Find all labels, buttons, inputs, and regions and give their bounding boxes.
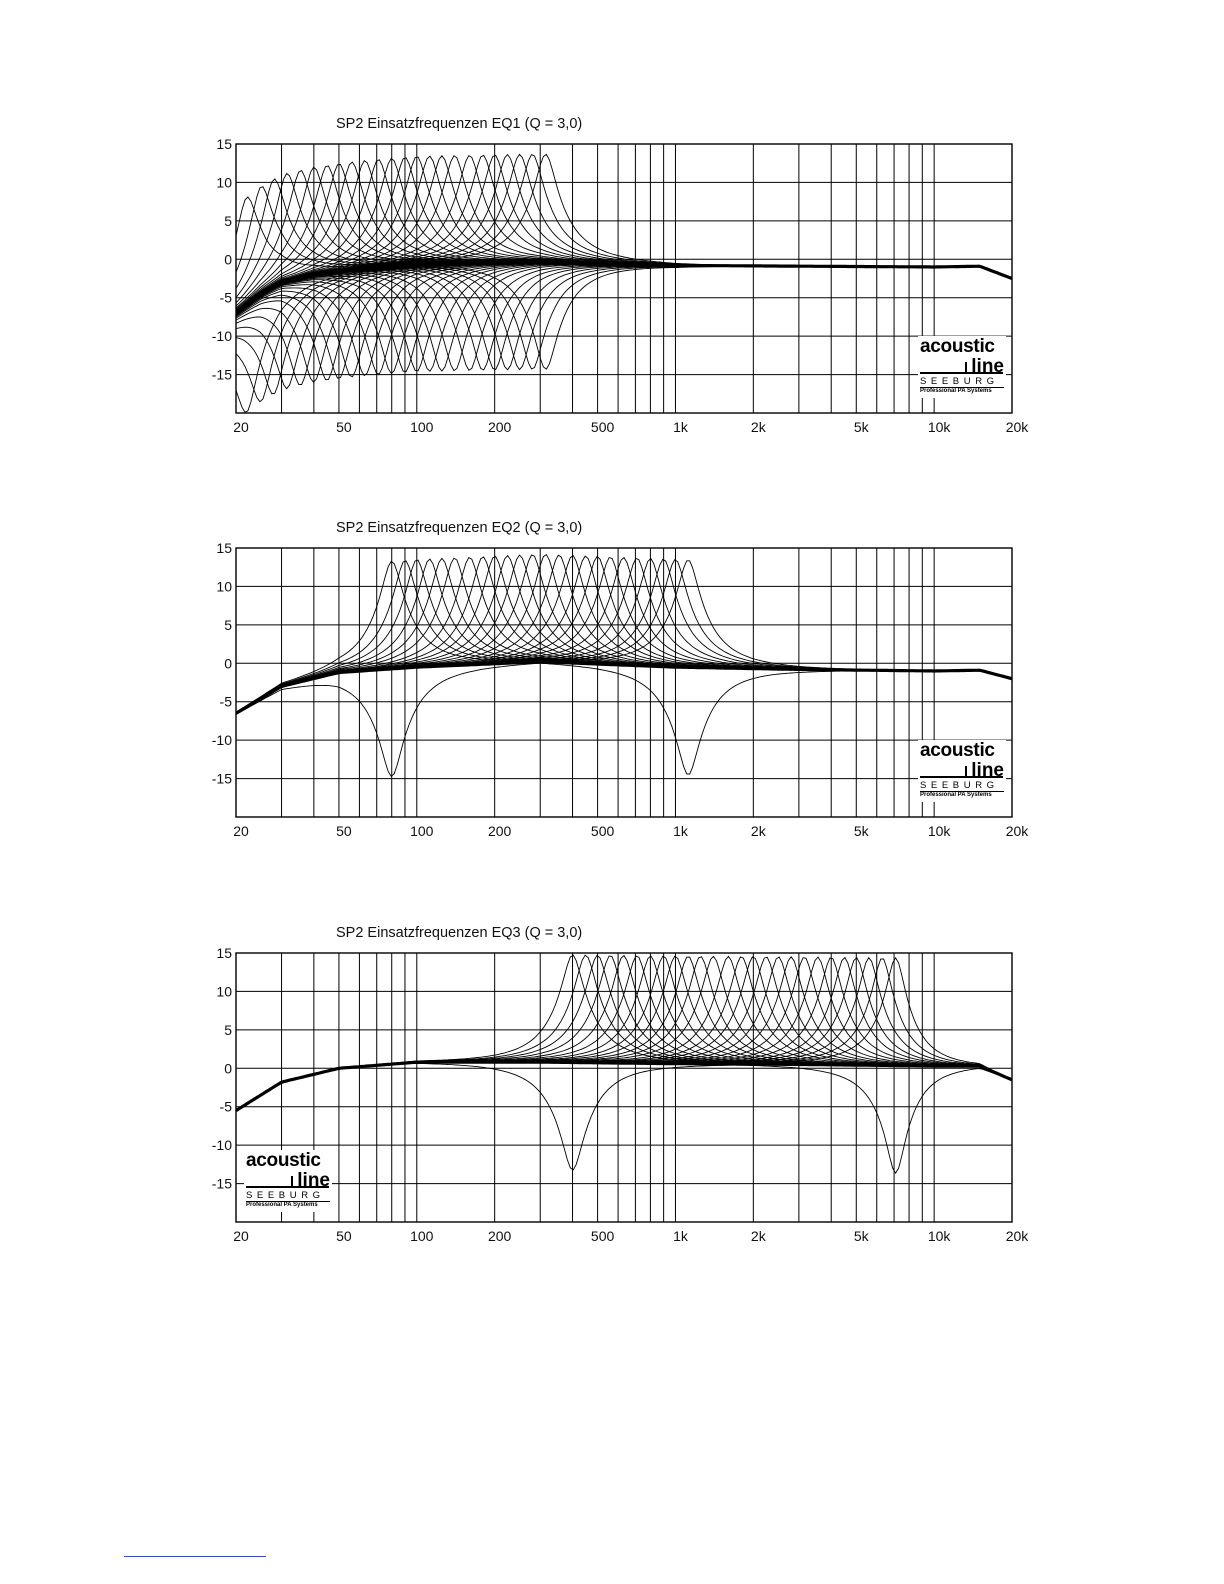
y-tick-label: 10: [216, 578, 232, 594]
y-tick-label: 15: [216, 136, 232, 152]
x-tick-label: 100: [410, 419, 434, 435]
x-tick-label: 1k: [673, 419, 689, 435]
y-tick-label: 0: [224, 1060, 232, 1076]
x-tick-label: 500: [591, 823, 615, 839]
x-tick-label: 1k: [673, 1228, 689, 1244]
y-tick-label: -5: [220, 1099, 233, 1115]
chart-eq1: SP2 Einsatzfrequenzen EQ1 (Q = 3,0) 15 10…: [200, 110, 1040, 440]
y-tick-label: -15: [212, 1176, 232, 1192]
x-tick-label: 20: [233, 1228, 249, 1244]
y-tick-label: 0: [224, 655, 232, 671]
x-tick-label: 5k: [854, 823, 870, 839]
logo-text-seeburg: SEEBURG: [920, 780, 999, 791]
x-tick-label: 20k: [1006, 823, 1030, 839]
x-tick-label: 10k: [928, 419, 952, 435]
x-tick-label: 50: [336, 823, 352, 839]
plot-frame: [235, 143, 1013, 414]
y-tick-label: -10: [212, 1137, 232, 1153]
x-tick-label: 2k: [751, 1228, 767, 1244]
logo-text-line: line: [971, 760, 1004, 781]
chart-title: SP2 Einsatzfrequenzen EQ2 (Q = 3,0): [336, 520, 583, 536]
x-tick-label: 5k: [854, 1228, 870, 1244]
response-curves: [236, 954, 1012, 1174]
logo-text-tagline: Professional PA Systems: [920, 388, 992, 394]
y-tick-label: -5: [220, 694, 233, 710]
chart-eq3: SP2 Einsatzfrequenzen EQ3 (Q = 3,0) 15 10…: [200, 919, 1040, 1249]
x-tick-label: 100: [410, 823, 434, 839]
x-tick-label: 20: [233, 823, 249, 839]
chart-eq2: SP2 Einsatzfrequenzen EQ2 (Q = 3,0) 15 10…: [200, 514, 1040, 844]
plot-frame: [235, 952, 1013, 1223]
x-tick-label: 500: [591, 419, 615, 435]
logo-text-seeburg: SEEBURG: [920, 376, 999, 387]
x-tick-label: 10k: [928, 1228, 952, 1244]
series-cut-curve: [236, 1061, 1012, 1174]
y-tick-label: -10: [212, 732, 232, 748]
x-tick-label: 5k: [854, 419, 870, 435]
series-cut-curve: [236, 662, 1012, 778]
x-tick-label: 500: [591, 1228, 615, 1244]
logo-text-acoustic: acoustic: [920, 740, 995, 761]
x-tick-label: 200: [488, 419, 512, 435]
x-tick-label: 200: [488, 1228, 512, 1244]
logo-text-tagline: Professional PA Systems: [246, 1202, 318, 1208]
x-tick-label: 20k: [1006, 419, 1030, 435]
x-tick-label: 2k: [751, 419, 767, 435]
x-tick-label: 20: [233, 419, 249, 435]
y-tick-label: 0: [224, 251, 232, 267]
y-tick-label: -5: [220, 290, 233, 306]
response-curves: [236, 553, 1012, 778]
footnote-separator-line: [124, 1556, 266, 1557]
y-tick-label: -15: [212, 771, 232, 787]
y-tick-label: -15: [212, 367, 232, 383]
y-tick-label: 15: [216, 945, 232, 961]
acoustic-line-logo: acoustic line SEEBURG Professional PA Sy…: [244, 1150, 332, 1212]
logo-text-acoustic: acoustic: [920, 336, 995, 357]
x-tick-label: 100: [410, 1228, 434, 1244]
y-tick-label: 10: [216, 983, 232, 999]
y-tick-label: 10: [216, 174, 232, 190]
chart-title: SP2 Einsatzfrequenzen EQ1 (Q = 3,0): [336, 116, 583, 132]
chart-title: SP2 Einsatzfrequenzen EQ3 (Q = 3,0): [336, 925, 583, 941]
logo-text-acoustic: acoustic: [246, 1150, 321, 1171]
y-tick-label: 5: [224, 213, 232, 229]
vertical-gridlines: [281, 144, 935, 413]
x-tick-label: 200: [488, 823, 512, 839]
series-cut-curve: [236, 265, 1012, 370]
y-tick-label: -10: [212, 328, 232, 344]
x-tick-label: 2k: [751, 823, 767, 839]
acoustic-line-logo: acoustic line SEEBURG Professional PA Sy…: [918, 336, 1006, 398]
x-tick-label: 10k: [928, 823, 952, 839]
plot-frame: [235, 547, 1013, 818]
horizontal-gridlines: [236, 990, 1012, 1185]
logo-text-tagline: Professional PA Systems: [920, 792, 992, 798]
logo-text-line: line: [971, 356, 1004, 377]
x-tick-label: 50: [336, 1228, 352, 1244]
y-tick-label: 5: [224, 1022, 232, 1038]
logo-text-line: line: [297, 1170, 330, 1191]
x-tick-label: 50: [336, 419, 352, 435]
response-curves: [236, 153, 1012, 413]
series-cut-curve: [236, 662, 1012, 775]
x-tick-label: 20k: [1006, 1228, 1030, 1244]
x-tick-label: 1k: [673, 823, 689, 839]
logo-text-seeburg: SEEBURG: [246, 1190, 325, 1201]
y-tick-label: 15: [216, 540, 232, 556]
y-tick-label: 5: [224, 617, 232, 633]
acoustic-line-logo: acoustic line SEEBURG Professional PA Sy…: [918, 740, 1006, 802]
